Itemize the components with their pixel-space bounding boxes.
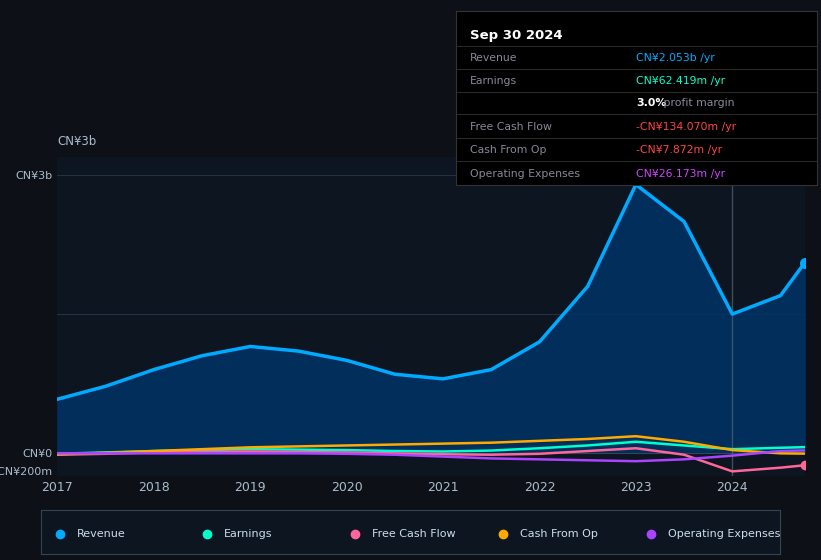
Text: Earnings: Earnings — [224, 529, 273, 539]
Text: CN¥26.173m /yr: CN¥26.173m /yr — [636, 169, 726, 179]
Text: Operating Expenses: Operating Expenses — [470, 169, 580, 179]
Text: Revenue: Revenue — [470, 53, 517, 63]
Text: CN¥3b: CN¥3b — [57, 136, 97, 148]
Text: Free Cash Flow: Free Cash Flow — [372, 529, 456, 539]
Text: 3.0%: 3.0% — [636, 98, 667, 108]
Text: Sep 30 2024: Sep 30 2024 — [470, 29, 562, 41]
Text: CN¥62.419m /yr: CN¥62.419m /yr — [636, 76, 726, 86]
Text: profit margin: profit margin — [660, 98, 734, 108]
Text: CN¥2.053b /yr: CN¥2.053b /yr — [636, 53, 715, 63]
Text: Earnings: Earnings — [470, 76, 517, 86]
Text: Operating Expenses: Operating Expenses — [667, 529, 780, 539]
Text: Cash From Op: Cash From Op — [470, 145, 547, 155]
Text: Free Cash Flow: Free Cash Flow — [470, 122, 552, 132]
Text: -CN¥7.872m /yr: -CN¥7.872m /yr — [636, 145, 722, 155]
Text: Revenue: Revenue — [76, 529, 126, 539]
Text: -CN¥134.070m /yr: -CN¥134.070m /yr — [636, 122, 736, 132]
Text: Cash From Op: Cash From Op — [520, 529, 598, 539]
